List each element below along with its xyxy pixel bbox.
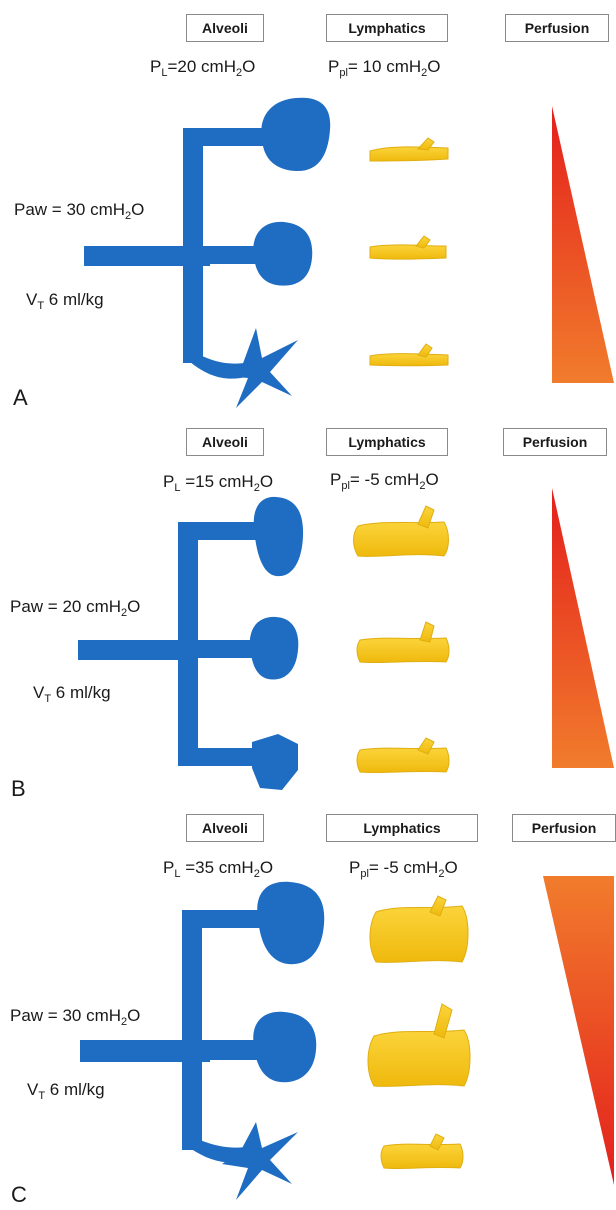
panel-letter-c: C bbox=[11, 1182, 27, 1207]
ppl-label-b: Ppl= -5 cmH2O bbox=[330, 470, 439, 492]
alveolus-b2 bbox=[249, 616, 299, 680]
paw-label-b: Paw = 20 cmH2O bbox=[10, 597, 141, 619]
panel-letter-b: B bbox=[11, 776, 26, 801]
collapsed-alveolus-a bbox=[224, 328, 298, 408]
header-lymphatics-c: Lymphatics bbox=[326, 814, 478, 842]
panel-b-lymphatics bbox=[353, 505, 450, 774]
ppl-label-a: Ppl= 10 cmH2O bbox=[328, 57, 441, 79]
panel-letter-a: A bbox=[13, 385, 28, 410]
header-lymphatics-a: Lymphatics bbox=[326, 14, 448, 42]
paw-label-c: Paw = 30 cmH2O bbox=[10, 1006, 141, 1028]
vt-label-a: VT 6 ml/kg bbox=[26, 290, 104, 312]
perfusion-triangle-c bbox=[543, 876, 614, 1185]
pl-label-c: PL =35 cmH2O bbox=[163, 858, 274, 880]
perfusion-triangle-b bbox=[552, 488, 614, 768]
vt-label-c: VT 6 ml/kg bbox=[27, 1080, 105, 1102]
ppl-label-c: Ppl= -5 cmH2O bbox=[349, 858, 458, 880]
alveolus-b3 bbox=[252, 734, 298, 790]
header-alveoli-a: Alveoli bbox=[186, 14, 264, 42]
alveolus-b1 bbox=[253, 496, 304, 577]
header-perfusion-b: Perfusion bbox=[503, 428, 607, 456]
alveolus-c2 bbox=[253, 1011, 317, 1083]
header-alveoli-b: Alveoli bbox=[186, 428, 264, 456]
paw-label-a: Paw = 30 cmH2O bbox=[14, 200, 145, 222]
alveolus-a1 bbox=[261, 97, 331, 172]
panel-a-lymphatics bbox=[369, 137, 449, 367]
header-alveoli-c: Alveoli bbox=[186, 814, 264, 842]
panel-b-airway bbox=[78, 496, 304, 790]
header-perfusion-a: Perfusion bbox=[505, 14, 609, 42]
panel-c-airway bbox=[80, 881, 325, 1200]
header-lymphatics-b: Lymphatics bbox=[326, 428, 448, 456]
panel-c-lymphatics bbox=[367, 895, 471, 1170]
vt-label-b: VT 6 ml/kg bbox=[33, 683, 111, 705]
header-perfusion-c: Perfusion bbox=[512, 814, 616, 842]
pl-label-a: PL=20 cmH2O bbox=[150, 57, 256, 79]
alveolus-c1 bbox=[257, 881, 325, 965]
panel-a-airway bbox=[84, 97, 331, 408]
pl-label-b: PL =15 cmH2O bbox=[163, 472, 274, 494]
alveolus-a2 bbox=[253, 221, 313, 286]
collapsed-alveolus-c bbox=[222, 1122, 298, 1200]
perfusion-triangle-a bbox=[552, 106, 614, 383]
